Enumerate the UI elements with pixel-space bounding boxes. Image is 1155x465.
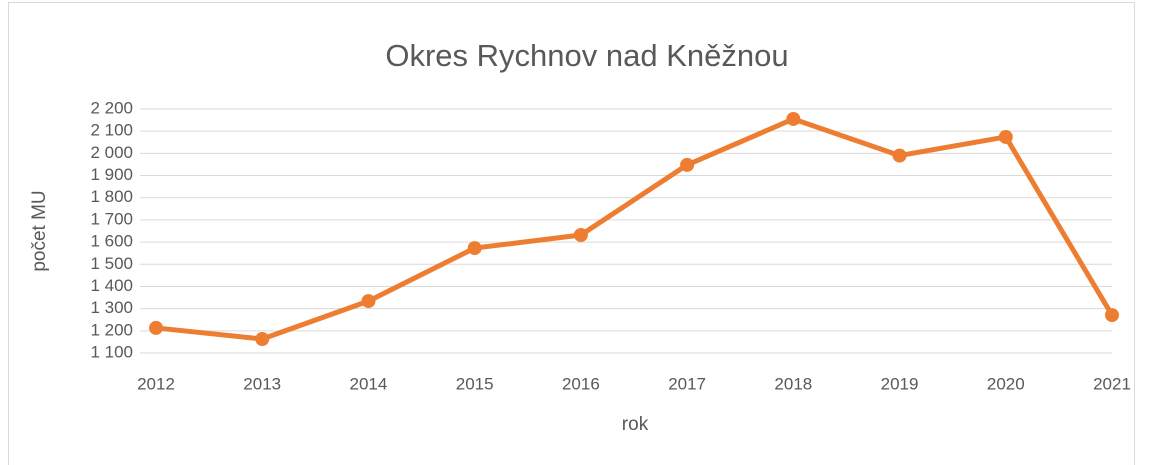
x-tick-label: 2019: [881, 374, 919, 393]
marker: [1105, 308, 1119, 323]
y-tick-label: 1 600: [90, 232, 133, 251]
y-tick-label: 1 700: [90, 209, 133, 228]
y-axis-title: počet MU: [29, 190, 50, 271]
x-tick-label: 2013: [243, 374, 281, 393]
marker: [573, 227, 588, 242]
marker: [149, 320, 163, 335]
chart-title: Okres Rychnov nad Kněžnou: [385, 38, 788, 73]
marker: [467, 241, 482, 256]
x-tick-label: 2017: [668, 374, 706, 393]
x-tick-label: 2016: [562, 374, 600, 393]
y-tick-label: 1 300: [90, 298, 133, 317]
x-tick-label: 2012: [137, 374, 175, 393]
marker: [361, 294, 376, 309]
y-tick-label: 1 200: [90, 320, 133, 339]
y-tick-label: 1 900: [90, 165, 133, 184]
x-axis-title: rok: [622, 414, 649, 435]
x-tick-label: 2018: [774, 374, 812, 393]
marker: [786, 111, 801, 126]
y-tick-label: 2 100: [90, 121, 133, 140]
marker: [998, 129, 1013, 144]
y-tick-label: 1 800: [90, 187, 133, 206]
x-tick-label: 2014: [350, 374, 388, 393]
y-tick-label: 1 100: [90, 342, 133, 361]
marker: [255, 332, 270, 347]
x-tick-label: 2020: [987, 374, 1025, 393]
x-tick-label: 2015: [456, 374, 494, 393]
marker: [892, 148, 907, 163]
y-tick-label: 2 000: [90, 143, 133, 162]
y-tick-label: 1 400: [90, 276, 133, 295]
y-tick-label: 2 200: [90, 98, 133, 117]
line: [155, 116, 1115, 342]
x-tick-label: 2021: [1093, 374, 1131, 393]
y-tick-label: 1 500: [90, 254, 133, 273]
marker: [680, 157, 695, 172]
